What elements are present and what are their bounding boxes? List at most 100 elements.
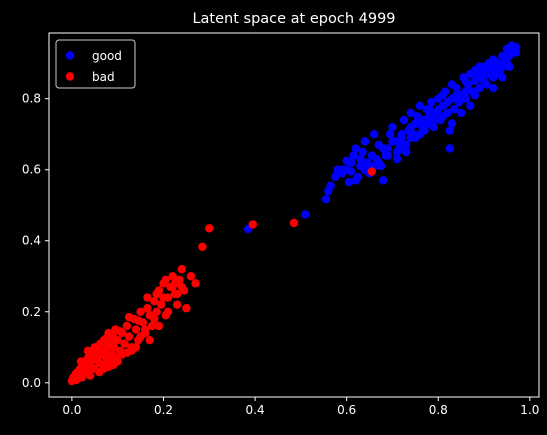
- point-good-61: [461, 94, 470, 103]
- x-tick-label: 1.0: [520, 403, 539, 417]
- point-good-109: [415, 115, 425, 125]
- point-good-112: [452, 90, 461, 100]
- legend-marker-good: [65, 51, 75, 60]
- point-bad-100: [134, 316, 143, 325]
- point-good-9: [344, 177, 354, 187]
- point-bad-76: [289, 218, 299, 228]
- point-good-100: [397, 130, 406, 139]
- point-bad-56: [150, 296, 159, 306]
- point-bad-53: [143, 304, 152, 313]
- point-good-127: [402, 140, 411, 150]
- point-bad-88: [95, 367, 104, 377]
- point-bad-59: [157, 300, 166, 309]
- point-good-12: [351, 144, 361, 153]
- point-good-27: [385, 130, 395, 139]
- point-bad-109: [111, 335, 120, 345]
- point-bad-89: [104, 362, 113, 372]
- point-good-2: [321, 195, 331, 204]
- point-good-126: [411, 133, 420, 142]
- point-good-114: [470, 66, 480, 75]
- point-bad-93: [140, 325, 150, 334]
- point-bad-98: [115, 327, 125, 336]
- y-tick-label: 0.8: [22, 92, 41, 106]
- point-good-34: [402, 147, 411, 157]
- point-bad-45: [124, 332, 134, 341]
- legend-label-bad: bad: [92, 70, 115, 84]
- point-good-88: [479, 76, 489, 86]
- point-good-128: [392, 147, 402, 157]
- point-good-117: [498, 51, 507, 61]
- point-good-33: [399, 115, 409, 125]
- point-bad-108: [102, 334, 111, 343]
- point-bad-74: [205, 224, 214, 233]
- point-bad-105: [76, 357, 86, 366]
- point-bad-75: [248, 220, 257, 229]
- point-bad-101: [143, 293, 152, 302]
- point-good-30: [392, 154, 402, 164]
- point-bad-90: [113, 357, 122, 366]
- point-good-5: [331, 172, 340, 182]
- point-bad-68: [177, 264, 186, 274]
- y-axis: 0.0 0.2 0.4 0.6 0.8: [22, 92, 49, 390]
- point-good-11: [349, 151, 358, 160]
- legend-label-good: good: [92, 49, 122, 63]
- point-good-24: [379, 176, 388, 185]
- point-good-115: [479, 62, 489, 71]
- point-good-56: [450, 105, 459, 114]
- point-good-90: [498, 73, 507, 82]
- point-good-45: [427, 98, 436, 107]
- point-good-40: [415, 101, 425, 111]
- point-good-65: [470, 76, 480, 86]
- x-tick-label: 0.4: [246, 403, 265, 417]
- point-good-28: [388, 122, 397, 132]
- legend-box: [55, 39, 136, 89]
- point-bad-106: [83, 346, 93, 356]
- legend: good bad: [55, 39, 136, 89]
- point-good-73: [489, 73, 498, 82]
- x-tick-label: 0.6: [337, 403, 356, 417]
- point-good-121: [456, 108, 466, 118]
- point-good-53: [445, 126, 454, 135]
- point-bad-50: [136, 307, 145, 316]
- point-good-67: [475, 83, 484, 93]
- chart-title: Latent space at epoch 4999: [192, 11, 395, 27]
- point-good-63: [466, 101, 475, 111]
- point-bad-57: [152, 307, 161, 316]
- point-bad-86: [173, 289, 182, 299]
- point-good-120: [502, 44, 512, 54]
- point-bad-71: [186, 272, 196, 281]
- x-tick-label: 0.2: [154, 403, 173, 417]
- y-tick-label: 0.0: [22, 376, 41, 390]
- point-good-110: [424, 105, 434, 114]
- point-good-15: [358, 147, 367, 157]
- point-good-116: [489, 55, 498, 64]
- point-good-94: [493, 66, 502, 75]
- point-good-134: [337, 165, 347, 174]
- point-good-16: [360, 137, 370, 146]
- plot-points: [67, 41, 521, 386]
- point-bad-95: [159, 293, 168, 302]
- point-good-111: [443, 98, 452, 107]
- x-tick-label: 0.0: [62, 403, 81, 417]
- x-tick-label: 0.8: [429, 403, 448, 417]
- point-bad-70: [182, 304, 191, 313]
- point-bad-73: [198, 242, 207, 251]
- point-good-133: [347, 158, 356, 167]
- point-bad-94: [150, 314, 159, 324]
- point-good-129: [383, 151, 393, 160]
- point-bad-85: [163, 307, 173, 316]
- point-bad-92: [131, 343, 141, 352]
- point-bad-83: [145, 335, 154, 345]
- point-bad-84: [154, 321, 164, 331]
- point-good-36: [406, 108, 415, 118]
- point-bad-66: [173, 300, 182, 309]
- point-good-119: [511, 48, 521, 57]
- point-good-4: [326, 181, 335, 190]
- point-bad-72: [191, 279, 200, 288]
- point-good-99: [406, 122, 415, 132]
- point-bad-43: [120, 339, 129, 348]
- point-good-123: [438, 112, 448, 121]
- point-bad-44: [122, 321, 132, 331]
- point-good-132: [356, 154, 365, 164]
